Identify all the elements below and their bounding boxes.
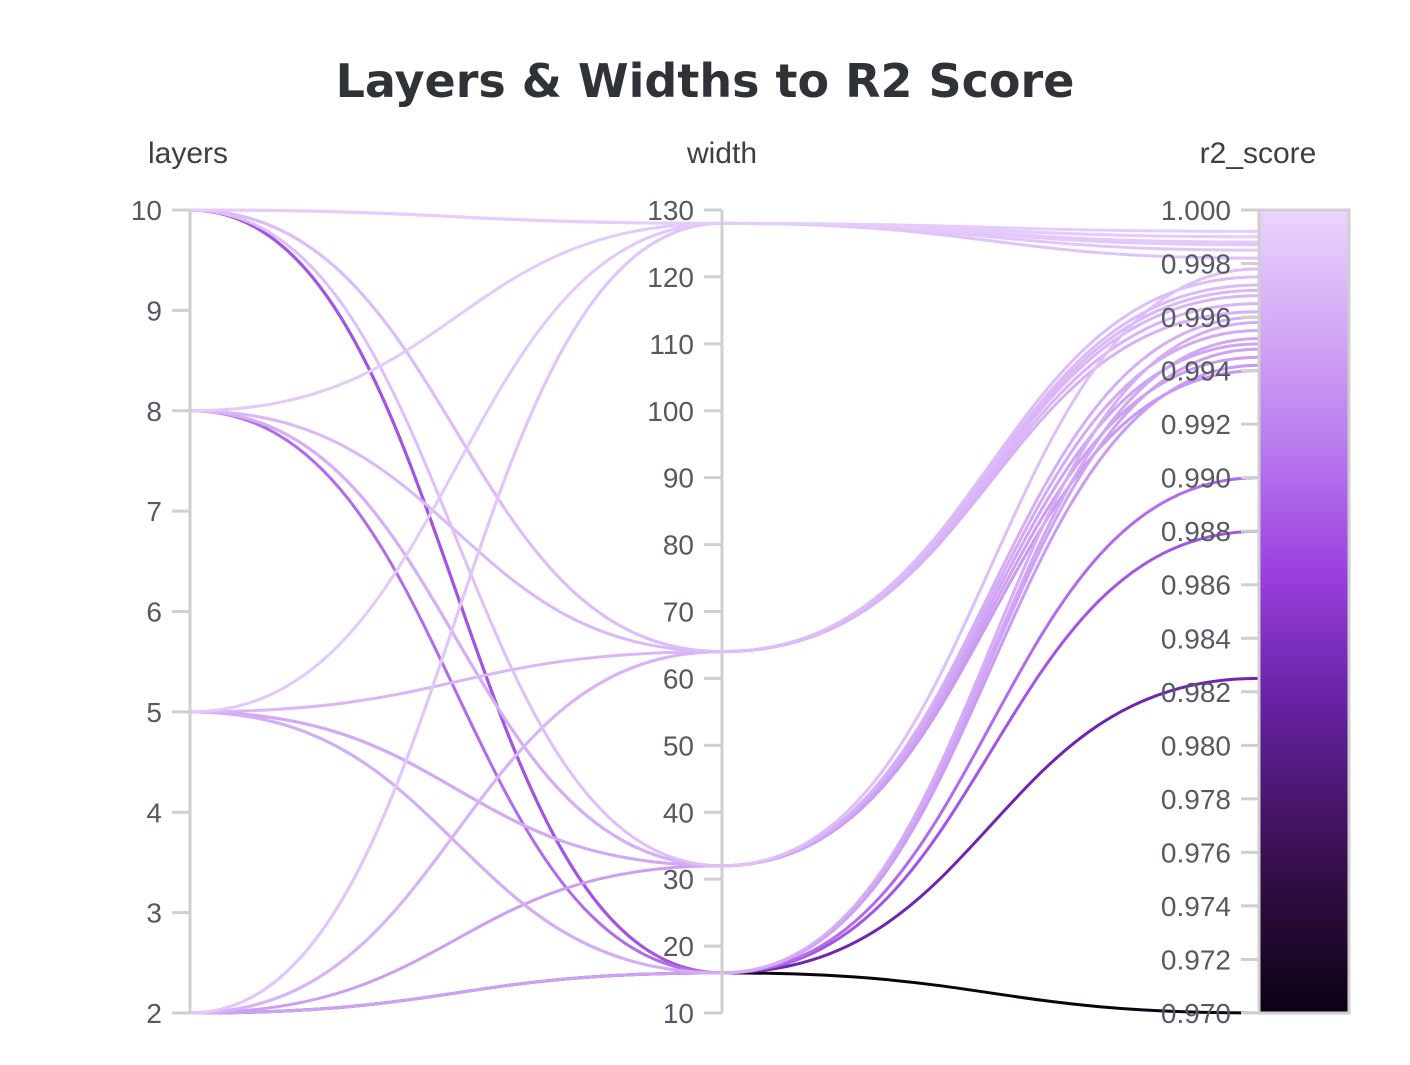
tick-label-r2-score: 0.986 <box>1161 570 1231 601</box>
tick-label-width: 20 <box>663 931 694 962</box>
tick-label-r2-score: 0.994 <box>1161 356 1231 387</box>
tick-label-r2-score: 0.996 <box>1161 302 1231 333</box>
run-line[interactable] <box>188 315 1261 868</box>
tick-label-width: 110 <box>649 329 694 360</box>
tick-label-r2-score: 0.976 <box>1161 837 1231 868</box>
tick-label-r2-score: 0.988 <box>1161 516 1231 547</box>
run-line[interactable] <box>188 208 1261 868</box>
run-line[interactable] <box>188 221 1261 714</box>
tick-label-width: 70 <box>663 597 694 628</box>
tick-label-layers: 3 <box>146 898 162 929</box>
run-line[interactable] <box>188 328 1261 868</box>
tick-label-r2-score: 0.992 <box>1161 409 1231 440</box>
tick-label-layers: 2 <box>146 998 162 1029</box>
tick-label-r2-score: 0.974 <box>1161 891 1231 922</box>
tick-label-r2-score: 0.970 <box>1161 998 1231 1029</box>
run-line[interactable] <box>188 355 1261 1015</box>
run-line[interactable] <box>188 363 1261 1015</box>
tick-label-layers: 7 <box>146 496 162 527</box>
axis-width[interactable]: width 10 20 30 40 50 60 70 80 90 100 110 120 130 <box>647 137 757 1029</box>
tick-label-layers: 4 <box>146 797 162 828</box>
axis-label-layers: layers <box>148 137 228 170</box>
tick-label-width: 100 <box>647 396 694 427</box>
run-line[interactable] <box>188 409 1261 975</box>
run-lines <box>188 208 1261 1015</box>
tick-label-width: 130 <box>647 195 694 226</box>
run-line[interactable] <box>188 208 1261 233</box>
tick-label-r2-score: 1.000 <box>1161 195 1231 226</box>
colorbar <box>1257 208 1351 1015</box>
run-line[interactable] <box>188 221 1261 1015</box>
run-line[interactable] <box>188 302 1261 1015</box>
tick-label-width: 40 <box>663 797 694 828</box>
tick-label-layers: 6 <box>146 597 162 628</box>
tick-label-r2-score: 0.982 <box>1161 677 1231 708</box>
tick-label-width: 10 <box>663 998 694 1029</box>
run-line[interactable] <box>188 336 1261 975</box>
tick-label-r2-score: 0.998 <box>1161 249 1231 280</box>
tick-label-layers: 5 <box>146 697 162 728</box>
tick-label-layers: 9 <box>146 295 162 326</box>
tick-label-layers: 10 <box>131 195 162 226</box>
run-line[interactable] <box>188 320 1261 975</box>
tick-label-r2-score: 0.984 <box>1161 623 1231 654</box>
axis-r2-score[interactable]: r2_score 0.970 0.972 0.974 0.976 0.978 0.980 0… <box>1161 137 1351 1029</box>
tick-label-r2-score: 0.972 <box>1161 944 1231 975</box>
tick-label-layers: 8 <box>146 396 162 427</box>
run-line[interactable] <box>188 208 1261 975</box>
axis-layers[interactable]: layers 2 3 4 5 6 7 8 9 10 <box>131 137 228 1029</box>
axis-label-width: width <box>686 137 757 170</box>
axis-label-r2-score: r2_score <box>1200 137 1317 170</box>
tick-label-width: 80 <box>663 530 694 561</box>
tick-label-r2-score: 0.990 <box>1161 463 1231 494</box>
tick-label-width: 90 <box>663 463 694 494</box>
run-line[interactable] <box>188 208 1261 975</box>
run-line[interactable] <box>188 208 1261 654</box>
tick-label-r2-score: 0.980 <box>1161 730 1231 761</box>
run-line[interactable] <box>188 208 1261 654</box>
run-line[interactable] <box>188 342 1261 868</box>
tick-label-width: 120 <box>647 262 694 293</box>
tick-label-r2-score: 0.978 <box>1161 784 1231 815</box>
tick-label-width: 60 <box>663 663 694 694</box>
tick-label-width: 50 <box>663 730 694 761</box>
tick-label-width: 30 <box>663 864 694 895</box>
run-line[interactable] <box>188 369 1261 868</box>
chart-title: Layers & Widths to R2 Score <box>336 54 1075 108</box>
